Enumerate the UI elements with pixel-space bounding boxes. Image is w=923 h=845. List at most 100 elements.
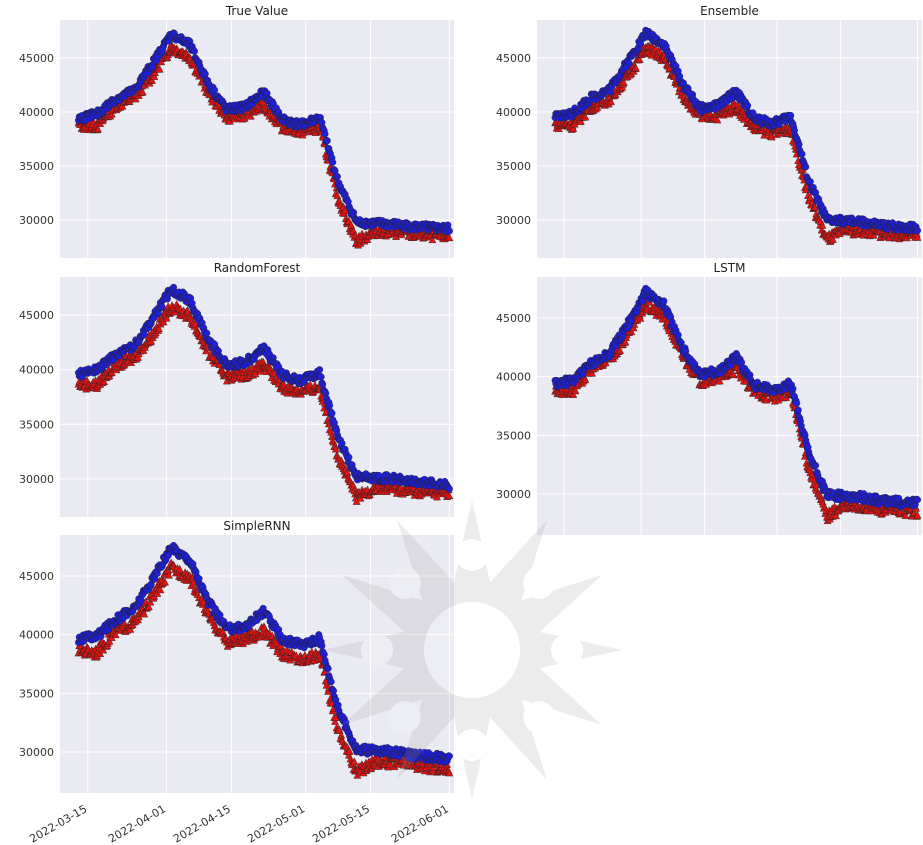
- marker-lower: [333, 191, 342, 200]
- marker-upper: [744, 102, 752, 110]
- marker-upper: [345, 453, 353, 461]
- watermark-petal: [388, 566, 421, 599]
- y-tick-label: 40000: [19, 106, 54, 119]
- y-tick-label: 30000: [496, 488, 531, 501]
- y-tick-label: 40000: [496, 106, 531, 119]
- subplot-lstm: 30000 35000 40000 45000 LSTM: [496, 261, 922, 535]
- y-tick-label: 45000: [496, 312, 531, 325]
- marker-upper: [445, 485, 453, 493]
- watermark-petal: [388, 701, 421, 734]
- marker-upper: [738, 358, 746, 366]
- marker-lower: [93, 124, 102, 133]
- marker-lower: [576, 117, 585, 126]
- y-tick-label: 30000: [19, 473, 54, 486]
- x-tick-label: 2022-05-15: [310, 802, 372, 845]
- marker-upper: [201, 70, 209, 78]
- marker-upper: [149, 63, 157, 71]
- marker-upper: [333, 173, 341, 181]
- subplot-title: SimpleRNN: [223, 519, 290, 533]
- marker-upper: [320, 650, 328, 658]
- y-tick-label: 35000: [496, 160, 531, 173]
- y-tick-label: 40000: [496, 371, 531, 384]
- marker-upper: [794, 406, 802, 414]
- marker-lower: [341, 206, 349, 214]
- subplot-title: LSTM: [714, 261, 746, 275]
- y-tick-label: 45000: [19, 309, 54, 322]
- marker-upper: [793, 399, 801, 407]
- x-axis-labels: 2022-03-15 2022-04-01 2022-04-15 2022-05-01…: [27, 802, 450, 845]
- marker-lower: [107, 109, 116, 118]
- y-tick-label: 35000: [19, 160, 54, 173]
- y-tick-label: 30000: [19, 746, 54, 759]
- panels: 30000 35000 40000 45000 True Value 30000 35000…: [19, 4, 922, 793]
- marker-upper: [798, 150, 806, 158]
- marker-lower: [607, 97, 615, 106]
- marker-upper: [802, 163, 810, 171]
- subplot-title: Ensemble: [700, 4, 759, 18]
- marker-lower: [428, 235, 437, 244]
- marker-lower: [347, 221, 356, 229]
- marker-lower: [631, 63, 640, 72]
- marker-upper: [316, 366, 324, 374]
- marker-lower: [581, 112, 590, 121]
- marker-lower: [138, 87, 147, 96]
- marker-upper: [913, 227, 921, 235]
- watermark-petal: [523, 566, 556, 599]
- subplot-ensemble: 30000 35000 40000 45000 Ensemble: [496, 4, 922, 258]
- watermark-petal: [523, 701, 556, 734]
- plot-area: [60, 20, 454, 258]
- marker-upper: [787, 111, 795, 119]
- marker-lower: [150, 72, 159, 80]
- marker-upper: [137, 597, 145, 605]
- marker-lower: [569, 124, 578, 132]
- marker-lower: [246, 111, 255, 120]
- marker-upper: [317, 373, 325, 381]
- x-tick-label: 2022-05-01: [245, 802, 307, 845]
- marker-lower: [619, 78, 628, 86]
- marker-upper: [211, 86, 219, 94]
- y-tick-label: 40000: [19, 364, 54, 377]
- marker-lower: [118, 101, 127, 110]
- marker-upper: [625, 59, 633, 67]
- marker-upper: [321, 130, 329, 138]
- marker-upper: [318, 642, 326, 650]
- marker-upper: [158, 303, 166, 311]
- watermark-petal: [551, 634, 583, 666]
- marker-upper: [660, 297, 668, 305]
- marker-upper: [323, 137, 331, 145]
- y-tick-label: 30000: [19, 214, 54, 227]
- marker-upper: [190, 47, 198, 55]
- marker-lower: [155, 64, 164, 73]
- watermark-center: [424, 602, 520, 698]
- marker-lower: [713, 115, 722, 124]
- marker-upper: [203, 329, 211, 337]
- y-tick-label: 45000: [496, 52, 531, 65]
- x-tick-label: 2022-04-15: [171, 802, 233, 845]
- marker-lower: [767, 132, 776, 141]
- y-tick-label: 35000: [19, 418, 54, 431]
- marker-upper: [812, 462, 820, 470]
- x-tick-label: 2022-03-15: [27, 802, 89, 845]
- marker-upper: [328, 409, 336, 417]
- marker-lower: [635, 55, 644, 63]
- marker-upper: [326, 401, 334, 409]
- marker-upper: [806, 178, 814, 186]
- watermark-petal: [361, 634, 393, 666]
- marker-upper: [195, 575, 203, 583]
- marker-upper: [445, 752, 453, 760]
- y-tick-label: 35000: [496, 429, 531, 442]
- watermark-petal: [456, 539, 488, 571]
- y-tick-label: 30000: [496, 214, 531, 227]
- subplot-title: True Value: [225, 4, 288, 18]
- marker-upper: [329, 158, 337, 166]
- marker-upper: [327, 678, 335, 686]
- y-tick-label: 45000: [19, 570, 54, 583]
- watermark-petal: [456, 729, 488, 761]
- marker-lower: [445, 233, 454, 242]
- y-tick-label: 35000: [19, 687, 54, 700]
- marker-upper: [789, 385, 797, 393]
- marker-upper: [913, 496, 921, 504]
- x-tick-label: 2022-06-01: [389, 802, 451, 845]
